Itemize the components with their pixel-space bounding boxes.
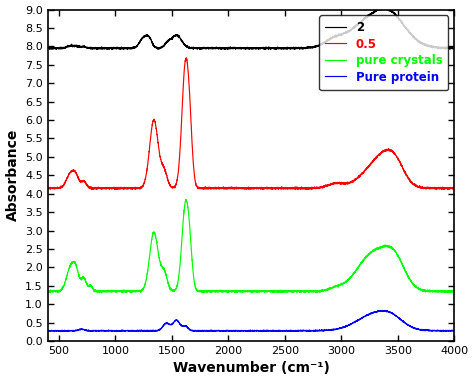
0.5 xyxy=(132,186,137,191)
0.5 xyxy=(291,186,297,190)
Pure protein xyxy=(45,328,51,333)
pure crystals xyxy=(99,291,104,295)
Line: pure crystals: pure crystals xyxy=(48,200,455,293)
Legend: 2, 0.5, pure crystals, Pure protein: 2, 0.5, pure crystals, Pure protein xyxy=(319,16,448,90)
Pure protein xyxy=(382,308,387,313)
Pure protein xyxy=(88,329,93,334)
2 xyxy=(45,46,51,50)
Line: 2: 2 xyxy=(48,8,455,50)
Pure protein xyxy=(298,329,304,333)
Pure protein xyxy=(452,328,457,333)
2 xyxy=(298,46,304,50)
0.5 xyxy=(452,187,457,191)
2 xyxy=(383,5,388,10)
pure crystals xyxy=(413,284,419,288)
2 xyxy=(158,45,164,50)
pure crystals xyxy=(45,289,51,293)
0.5 xyxy=(158,159,164,164)
pure crystals xyxy=(132,289,138,294)
pure crystals xyxy=(298,289,304,294)
Line: 0.5: 0.5 xyxy=(48,58,455,190)
0.5 xyxy=(413,184,419,188)
Pure protein xyxy=(451,328,457,333)
X-axis label: Wavenumber (cm⁻¹): Wavenumber (cm⁻¹) xyxy=(173,362,329,375)
0.5 xyxy=(45,186,51,191)
2 xyxy=(413,36,419,41)
2 xyxy=(132,45,137,50)
0.5 xyxy=(183,56,189,60)
Line: Pure protein: Pure protein xyxy=(48,311,455,331)
pure crystals xyxy=(452,288,457,293)
0.5 xyxy=(298,186,304,190)
pure crystals xyxy=(291,289,297,294)
0.5 xyxy=(445,187,451,192)
2 xyxy=(273,47,279,52)
pure crystals xyxy=(451,289,457,294)
2 xyxy=(291,46,297,50)
Y-axis label: Absorbance: Absorbance xyxy=(6,129,19,221)
Pure protein xyxy=(158,326,164,331)
0.5 xyxy=(451,185,457,190)
Pure protein xyxy=(132,328,138,333)
pure crystals xyxy=(183,197,189,202)
2 xyxy=(452,46,457,51)
Pure protein xyxy=(291,329,297,333)
2 xyxy=(451,46,457,50)
Pure protein xyxy=(413,327,419,331)
pure crystals xyxy=(158,263,164,267)
